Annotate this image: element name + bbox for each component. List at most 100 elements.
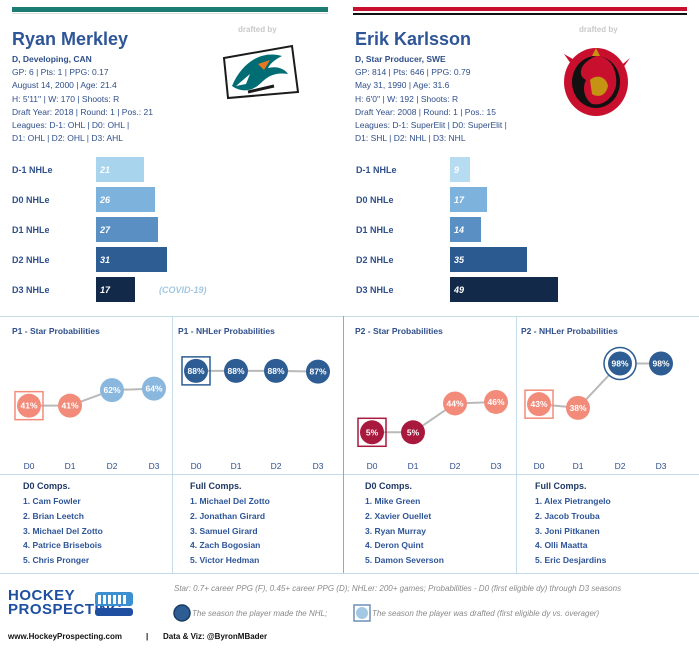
panel-0-season-1: D1 [65,461,76,471]
panel-1-point-label-3: 87% [309,367,326,377]
p1-full-comps: Full Comps. 1. Michael Del Zotto 2. Jona… [190,481,270,568]
player-2-drafted-by: drafted by [579,25,618,34]
panel-2-season-3: D3 [491,461,502,471]
player-2-stats: GP: 814 | Pts: 646 | PPG: 0.79 [355,66,507,79]
p2-d0-comp-3: 3. Ryan Murray [365,524,444,539]
panel-0-season-3: D3 [149,461,160,471]
comps-section-top-line [0,474,699,475]
panel-2-season-2: D2 [450,461,461,471]
p2-nhle-label-3: D2 NHLe [356,255,394,265]
p1-nhle-label-2: D1 NHLe [12,225,50,235]
player-2-position: D, Star Producer, SWE [355,53,507,66]
player-1-draft: Draft Year: 2018 | Round: 1 | Pos.: 21 [12,106,153,119]
p2-nhle-value-4: 49 [454,285,464,295]
player-1-stats: GP: 6 | Pts: 1 | PPG: 0.17 [12,66,153,79]
p1-nhle-value-3: 31 [100,255,110,265]
p2-nhle-label-1: D0 NHLe [356,195,394,205]
panel-3-season-1: D1 [573,461,584,471]
p1-nhle-label-4: D3 NHLe [12,285,50,295]
player-2-leagues-1: Leagues: D-1: SuperElit | D0: SuperElit … [355,119,507,132]
p2-full-comp-2: 2. Jacob Trouba [535,509,611,524]
website-link[interactable]: www.HockeyProspecting.com [8,632,122,641]
legend-made-nhl-text: The season the player made the NHL; [192,609,327,618]
p1-d0-comp-2: 2. Brian Leetch [23,509,103,524]
panel-3-season-2: D2 [615,461,626,471]
p2-d0-comps: D0 Comps. 1. Mike Green 2. Xavier Ouelle… [365,481,444,568]
panel-1-season-2: D2 [271,461,282,471]
panel-1-season-1: D1 [231,461,242,471]
footer-separator: | [146,632,148,641]
player-1-drafted-by: drafted by [238,25,277,34]
panel-0-point-label-2: 62% [103,385,120,395]
p2-d0-comp-5: 5. Damon Severson [365,553,444,568]
p1-full-comp-2: 2. Jonathan Girard [190,509,270,524]
p2-full-comp-4: 4. Olli Maatta [535,538,611,553]
player-1-birth: August 14, 2000 | Age: 21.4 [12,79,153,92]
p1-nhle-value-4: 17 [100,285,110,295]
panel-3-point-label-3: 98% [652,358,669,368]
panel-3-season-0: D0 [534,461,545,471]
panel-2-point-label-0: 5% [366,427,379,437]
ottawa-senators-logo [556,40,636,122]
p1-full-comp-3: 3. Samuel Girard [190,524,270,539]
player-2-size: H: 6'0'' | W: 192 | Shoots: R [355,93,507,106]
p2-full-comp-5: 5. Eric Desjardins [535,553,611,568]
p2-full-comp-3: 3. Joni Pitkanen [535,524,611,539]
player-2-info: D, Star Producer, SWE GP: 814 | Pts: 646… [355,53,507,145]
legend-made-nhl-icon [172,603,192,623]
panel-0-point-label-3: 64% [145,384,162,394]
p1-nhle-value-0: 21 [100,165,110,175]
panel-2-season-0: D0 [367,461,378,471]
panel-3-point-label-1: 38% [569,403,586,413]
p1-d0-comp-4: 4. Patrice Brisebois [23,538,103,553]
header-accent-bar-right [353,7,687,11]
p2-full-comps-title: Full Comps. [535,481,611,491]
p2-full-comps: Full Comps. 1. Alex Pietrangelo 2. Jacob… [535,481,611,568]
p2-d0-comps-title: D0 Comps. [365,481,444,491]
player-2-name: Erik Karlsson [355,29,471,50]
p1-full-comp-5: 5. Victor Hedman [190,553,270,568]
panel-1-season-3: D3 [313,461,324,471]
p2-nhle-label-0: D-1 NHLe [356,165,397,175]
header-divider-left [12,13,328,14]
panel-1-point-label-1: 88% [227,366,244,376]
player-1-leagues-2: D1: OHL | D2: OHL | D3: AHL [12,132,153,145]
panel-2-season-1: D1 [408,461,419,471]
panel-3-point-label-2: 98% [611,358,628,368]
credit-text: Data & Viz: @ByronMBader [163,632,267,641]
p1-full-comps-title: Full Comps. [190,481,270,491]
player-2-draft: Draft Year: 2008 | Round: 1 | Pos.: 15 [355,106,507,119]
panel-0-point-label-0: 41% [20,401,37,411]
covid-note: (COVID-19) [159,285,207,295]
p1-d0-comp-1: 1. Cam Fowler [23,494,103,509]
p1-full-comp-1: 1. Michael Del Zotto [190,494,270,509]
player-2-leagues-2: D1: SHL | D2: NHL | D3: NHL [355,132,507,145]
panel-1-season-0: D0 [191,461,202,471]
player-1-name: Ryan Merkley [12,29,128,50]
panel-0-season-2: D2 [107,461,118,471]
player-1-position: D, Developing, CAN [12,53,153,66]
header-accent-bar-left [12,7,328,12]
p1-nhle-label-1: D0 NHLe [12,195,50,205]
p2-d0-comp-4: 4. Deron Quint [365,538,444,553]
san-jose-sharks-logo [218,42,302,102]
legend-drafted-text: The season the player was drafted (first… [372,609,599,618]
player-1-info: D, Developing, CAN GP: 6 | Pts: 1 | PPG:… [12,53,153,145]
p2-full-comp-1: 1. Alex Pietrangelo [535,494,611,509]
player-1-leagues-1: Leagues: D-1: OHL | D0: OHL | [12,119,153,132]
p1-d0-comp-3: 3. Michael Del Zotto [23,524,103,539]
legend-definition: Star: 0.7+ career PPG (F), 0.45+ career … [174,584,621,593]
panel-0-season-0: D0 [24,461,35,471]
page: { "players": [ { "name": "Ryan Merkley",… [0,0,699,648]
p2-nhle-value-1: 17 [454,195,464,205]
p2-nhle-bar-4 [450,277,558,302]
p1-nhle-value-1: 26 [100,195,110,205]
p1-nhle-label-0: D-1 NHLe [12,165,53,175]
p1-d0-comp-5: 5. Chris Pronger [23,553,103,568]
p2-d0-comp-1: 1. Mike Green [365,494,444,509]
probability-charts: 41% D0 41% D1 62% D2 64% D3 88% D0 88% D1 88% D2 87% D3… [0,316,699,474]
panel-2-point-label-3: 46% [487,397,504,407]
p2-nhle-value-3: 35 [454,255,464,265]
player-2-birth: May 31, 1990 | Age: 31.6 [355,79,507,92]
p1-full-comp-4: 4. Zach Bogosian [190,538,270,553]
